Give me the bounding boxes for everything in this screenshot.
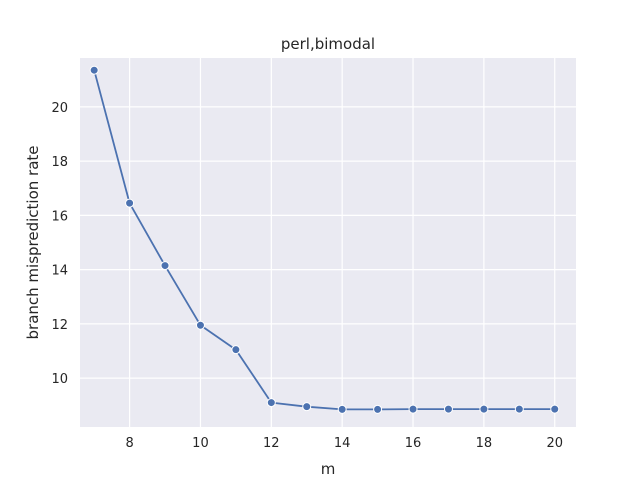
data-point xyxy=(266,398,276,408)
y-tick-label: 18 xyxy=(51,155,68,170)
x-tick-label: 8 xyxy=(125,436,133,451)
grid xyxy=(80,58,576,427)
data-point xyxy=(89,65,99,75)
x-tick-label: 20 xyxy=(546,436,563,451)
series xyxy=(89,65,560,414)
x-tick-label: 18 xyxy=(476,436,493,451)
y-tick-label: 12 xyxy=(51,318,68,333)
data-point xyxy=(373,404,383,414)
data-point xyxy=(231,345,241,355)
y-tick-label: 16 xyxy=(51,209,68,224)
data-point xyxy=(550,404,560,414)
y-tick-label: 10 xyxy=(51,372,68,387)
data-point xyxy=(514,404,524,414)
data-point xyxy=(125,198,135,208)
series-line xyxy=(93,69,555,411)
data-point xyxy=(160,261,170,271)
x-tick-label: 12 xyxy=(263,436,280,451)
data-point xyxy=(408,404,418,414)
x-tick-label: 16 xyxy=(405,436,422,451)
y-tick-label: 20 xyxy=(51,101,68,116)
data-point xyxy=(302,402,312,412)
y-tick-label: 14 xyxy=(51,264,68,279)
y-tick-labels: 10 12 14 16 18 20 xyxy=(51,101,68,387)
data-point xyxy=(443,404,453,414)
plot-area xyxy=(80,58,576,427)
y-axis-label: branch misprediction rate xyxy=(24,146,42,340)
x-axis-label: m xyxy=(321,460,336,478)
data-point xyxy=(195,320,205,330)
x-tick-label: 14 xyxy=(334,436,351,451)
chart-title: perl,bimodal xyxy=(281,35,375,53)
data-point xyxy=(337,404,347,414)
x-tick-label: 10 xyxy=(192,436,209,451)
x-tick-labels: 8 10 12 14 16 18 20 xyxy=(125,436,563,451)
data-point xyxy=(479,404,489,414)
